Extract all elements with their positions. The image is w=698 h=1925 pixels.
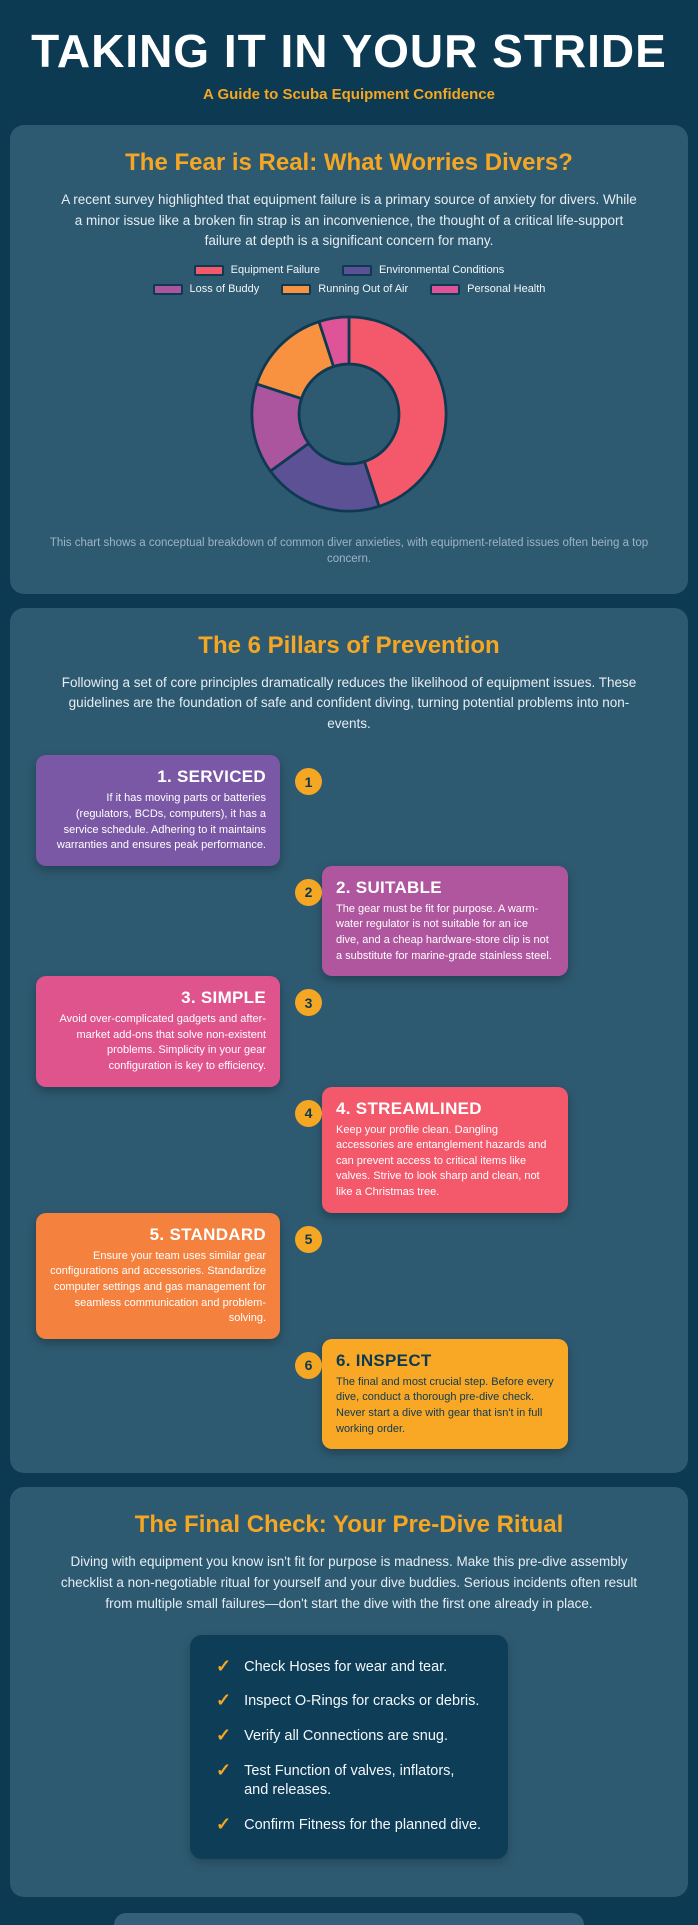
pillar-body: The gear must be fit for purpose. A warm… [336,902,552,962]
pillar-row-serviced: 1. SERVICED If it has moving parts or ba… [36,755,662,866]
pillar-body: Avoid over-complicated gadgets and after… [59,1013,266,1073]
legend-row: Loss of Buddy Running Out of Air Persona… [36,283,662,295]
checklist-item-label: Verify all Connections are snug. [244,1728,449,1745]
fear-section: The Fear is Real: What Worries Divers? A… [10,124,688,594]
fear-section-title: The Fear is Real: What Worries Divers? [125,148,573,176]
checklist-item-label: Check Hoses for wear and tear. [244,1658,448,1675]
fear-section-intro: A recent survey highlighted that equipme… [61,191,637,249]
legend-swatch [430,283,461,295]
final-check-intro: Diving with equipment you know isn't fit… [60,1554,638,1611]
pillar-row-suitable: 2. SUITABLE The gear must be fit for pur… [36,865,662,977]
legend-swatch [341,264,372,276]
legend-swatch [193,264,224,276]
legend-item-equipment-failure[interactable]: Equipment Failure [193,264,320,277]
check-icon: ✓ [216,1759,232,1780]
check-icon: ✓ [216,1813,232,1834]
legend-item-personal-health[interactable]: Personal Health [430,283,545,295]
legend-item-running-out-of-air[interactable]: Running Out of Air [281,283,408,295]
checklist-item-orings: ✓ Inspect O-Rings for cracks or debris. [216,1691,482,1712]
legend-item-loss-of-buddy[interactable]: Loss of Buddy [152,283,260,296]
pillar-title: 1. SERVICED [157,767,266,787]
legend-label: Personal Health [467,283,546,296]
check-icon: ✓ [216,1690,232,1711]
legend-label: Environmental Conditions [378,264,505,277]
checklist-item-connections: ✓ Verify all Connections are snug. [216,1725,482,1747]
pillar-card-inspect: 6. INSPECT The final and most crucial st… [322,1338,568,1450]
pillar-number-badge: 1 [295,768,322,796]
donut-slice-personal-health[interactable] [317,315,351,369]
legend-row: Equipment Failure Environmental Conditio… [36,264,662,276]
pillars-section-intro: Following a set of core principles drama… [61,674,637,732]
checklist-item-function: ✓ Test Function of valves, inflators, an… [216,1759,482,1801]
legend-label: Loss of Buddy [189,283,260,296]
donut-chart[interactable] [36,303,662,525]
checklist-item-hoses: ✓ Check Hoses for wear and tear. [216,1655,482,1678]
chart-legend: Equipment Failure Environmental Conditio… [36,264,662,295]
pillar-number-badge: 4 [295,1099,322,1127]
donut-chart-svg [250,315,448,513]
next-section-edge [114,1913,584,1925]
legend-label: Equipment Failure [230,264,320,277]
pillar-card-simple: 3. SIMPLE Avoid over-complicated gadgets… [36,976,280,1087]
page-title: TAKING IT IN YOUR STRIDE [31,25,667,77]
pillar-number-badge: 5 [295,1225,322,1253]
pillar-row-standard: 5. STANDARD Ensure your team uses simila… [36,1212,662,1339]
pillar-card-serviced: 1. SERVICED If it has moving parts or ba… [36,755,280,866]
final-check-title: The Final Check: Your Pre-Dive Ritual [134,1511,564,1539]
pillar-card-standard: 5. STANDARD Ensure your team uses simila… [36,1212,280,1339]
final-check-section: The Final Check: Your Pre-Dive Ritual Di… [10,1487,688,1898]
pillar-body: Ensure your team uses similar gear confi… [50,1249,266,1325]
pillars-section-title: The 6 Pillars of Prevention [198,631,500,659]
pillar-title: 5. STANDARD [149,1224,266,1244]
pillars-section: The 6 Pillars of Prevention Following a … [10,607,688,1474]
legend-swatch [152,283,183,295]
pillar-row-inspect: 6. INSPECT The final and most crucial st… [36,1338,662,1450]
pillar-body: Keep your profile clean. Dangling access… [336,1123,547,1199]
pillar-number-badge: 3 [295,989,322,1017]
checklist-item-label: Confirm Fitness for the planned dive. [244,1816,482,1833]
check-icon: ✓ [216,1725,232,1746]
pillar-row-simple: 3. SIMPLE Avoid over-complicated gadgets… [36,976,662,1087]
donut-slice-equipment-failure[interactable] [347,315,448,509]
checklist-item-label: Inspect O-Rings for cracks or debris. [244,1693,480,1710]
chart-caption: This chart shows a conceptual breakdown … [49,537,649,566]
pillar-title: 2. SUITABLE [336,877,442,897]
pillar-title: 3. SIMPLE [181,988,266,1008]
pillar-number-badge: 6 [295,1351,322,1379]
pillar-body: If it has moving parts or batteries (reg… [56,792,266,852]
check-icon: ✓ [216,1655,232,1676]
pillar-number-badge: 2 [295,878,322,906]
page-subtitle: A Guide to Scuba Equipment Confidence [203,85,495,103]
legend-label: Running Out of Air [318,283,409,296]
legend-item-environmental-conditions[interactable]: Environmental Conditions [341,264,505,277]
legend-swatch [281,283,312,295]
checklist-item-label: Test Function of valves, inflators, and … [244,1762,455,1799]
pillar-card-suitable: 2. SUITABLE The gear must be fit for pur… [322,865,568,977]
pre-dive-checklist: ✓ Check Hoses for wear and tear. ✓ Inspe… [190,1634,508,1860]
pillar-body: The final and most crucial step. Before … [336,1375,554,1435]
pillar-card-streamlined: 4. STREAMLINED Keep your profile clean. … [322,1086,568,1213]
checklist-item-fitness: ✓ Confirm Fitness for the planned dive. [216,1813,482,1836]
pillar-title: 6. INSPECT [336,1350,432,1370]
pillar-title: 4. STREAMLINED [336,1098,482,1118]
page-header: TAKING IT IN YOUR STRIDE A Guide to Scub… [0,0,698,103]
pillars-timeline: 1. SERVICED If it has moving parts or ba… [36,755,662,1450]
pillar-row-streamlined: 4. STREAMLINED Keep your profile clean. … [36,1086,662,1213]
